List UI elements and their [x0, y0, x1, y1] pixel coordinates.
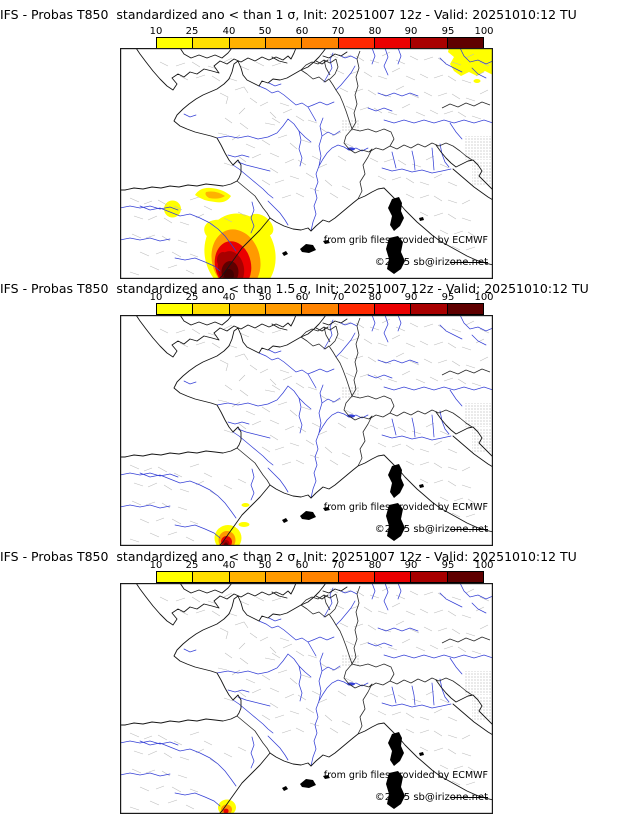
credit-source: from grib files provided by ECMWF — [323, 235, 488, 246]
colorbar-ticks: 10 25 40 50 60 70 80 90 95 100 — [150, 292, 494, 303]
credit-copyright-prefix: ©2025 sb@iriz — [374, 792, 450, 803]
colorbar-segment — [446, 304, 483, 314]
colorbar — [156, 303, 484, 315]
colorbar-ticks: 10 25 40 50 60 70 80 90 95 100 — [150, 26, 494, 37]
colorbar-ticks: 10 25 40 50 60 70 80 90 95 100 — [150, 560, 494, 571]
shading-espain-core — [224, 269, 234, 279]
credit-copyright-prefix: ©2025 sb@iriz — [374, 257, 450, 268]
tick-label: 10 — [149, 560, 163, 571]
tick-label: 100 — [474, 560, 494, 571]
colorbar-segment — [337, 572, 374, 582]
tick-label: 100 — [474, 26, 494, 37]
colorbar-segment — [410, 304, 447, 314]
tick-label: 40 — [222, 560, 236, 571]
colorbar-segment — [446, 572, 483, 582]
shading-speck — [473, 79, 481, 83]
tick-label: 25 — [185, 26, 199, 37]
shading-nspain-patch-core — [205, 191, 225, 199]
tick-label: 60 — [295, 560, 309, 571]
colorbar-segment — [373, 304, 411, 314]
colorbar — [156, 571, 484, 583]
tick-label: 95 — [441, 292, 455, 303]
colorbar-segment — [373, 38, 411, 48]
tick-label: 70 — [331, 560, 345, 571]
anomaly-shading-layer — [218, 799, 236, 814]
tick-label: 60 — [295, 292, 309, 303]
colorbar-segment — [192, 572, 229, 582]
tick-label: 10 — [149, 26, 163, 37]
colorbar-segment — [301, 38, 338, 48]
colorbar — [156, 37, 484, 49]
colorbar-segment — [337, 304, 374, 314]
tick-label: 60 — [295, 26, 309, 37]
colorbar-segment — [301, 572, 338, 582]
colorbar-segment — [446, 38, 483, 48]
tick-label: 70 — [331, 292, 345, 303]
tick-label: 40 — [222, 26, 236, 37]
colorbar-segment — [264, 304, 302, 314]
anomaly-shading-layer — [164, 48, 493, 279]
tick-label: 80 — [368, 26, 382, 37]
credit-source: from grib files provided by ECMWF — [323, 502, 488, 513]
shading-espain-coastal-finger — [248, 213, 274, 237]
map-sigma2: from grib files provided by ECMWF ©2025 … — [120, 583, 493, 814]
credit-copyright: ©2025 sb@irizone.net — [375, 524, 488, 535]
colorbar-segment — [157, 572, 193, 582]
colorbar-segment — [228, 572, 265, 582]
panel-title: IFS - Probas T850 standardized ano < tha… — [0, 281, 589, 296]
credit-copyright: ©2025 sb@irizone.net — [375, 257, 488, 268]
map-sigma1-5: from grib files provided by ECMWF ©2025 … — [120, 315, 493, 546]
tick-label: 95 — [441, 560, 455, 571]
panel-title: IFS - Probas T850 standardized ano < tha… — [0, 7, 577, 22]
credit-copyright-domain: one.net — [449, 524, 488, 535]
panel-title: IFS - Probas T850 standardized ano < tha… — [0, 549, 577, 564]
tick-label: 80 — [368, 292, 382, 303]
credit-copyright-domain: one.net — [449, 257, 488, 268]
shading-fleck-1 — [241, 503, 250, 507]
colorbar-segment — [410, 38, 447, 48]
credit-source: from grib files provided by ECMWF — [323, 770, 488, 781]
anomaly-shading-layer — [214, 503, 250, 546]
colorbar-segment — [373, 572, 411, 582]
tick-label: 95 — [441, 26, 455, 37]
tick-label: 90 — [404, 26, 418, 37]
colorbar-segment — [301, 304, 338, 314]
tick-label: 25 — [185, 560, 199, 571]
credit-copyright: ©2025 sb@irizone.net — [375, 792, 488, 803]
tick-label: 90 — [404, 292, 418, 303]
colorbar-segment — [264, 38, 302, 48]
tick-label: 50 — [258, 292, 272, 303]
tick-label: 25 — [185, 292, 199, 303]
tick-label: 50 — [258, 560, 272, 571]
credit-copyright-domain: one.net — [449, 792, 488, 803]
tick-label: 90 — [404, 560, 418, 571]
shading-fleck-2 — [238, 522, 250, 527]
tick-label: 80 — [368, 560, 382, 571]
colorbar-segment — [157, 38, 193, 48]
tick-label: 10 — [149, 292, 163, 303]
shading-nspain-dot — [164, 200, 181, 218]
colorbar-segment — [264, 572, 302, 582]
tick-label: 70 — [331, 26, 345, 37]
colorbar-segment — [228, 304, 265, 314]
tick-label: 100 — [474, 292, 494, 303]
colorbar-segment — [192, 304, 229, 314]
colorbar-segment — [192, 38, 229, 48]
tick-label: 40 — [222, 292, 236, 303]
colorbar-segment — [157, 304, 193, 314]
map-sigma1: from grib files provided by ECMWF ©2025 … — [120, 48, 493, 279]
colorbar-segment — [337, 38, 374, 48]
colorbar-segment — [410, 572, 447, 582]
tick-label: 50 — [258, 26, 272, 37]
shading-espain-core — [223, 808, 229, 814]
colorbar-segment — [228, 38, 265, 48]
credit-copyright-prefix: ©2025 sb@iriz — [374, 524, 450, 535]
